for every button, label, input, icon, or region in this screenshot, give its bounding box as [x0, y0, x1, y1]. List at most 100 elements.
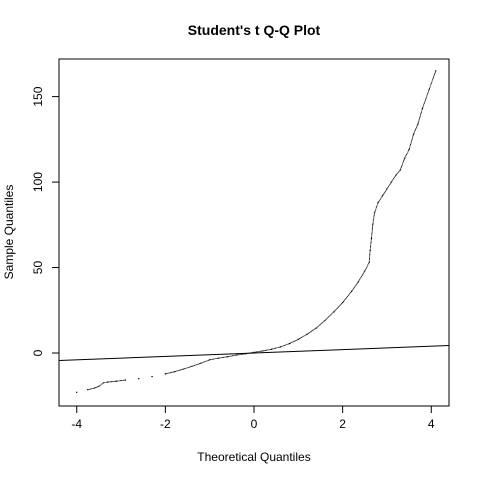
data-point — [373, 214, 375, 217]
data-point — [119, 380, 121, 382]
data-point — [353, 287, 355, 289]
data-point — [334, 310, 336, 312]
data-point — [424, 99, 427, 101]
data-point — [400, 167, 402, 169]
data-point — [231, 355, 234, 357]
data-point — [315, 327, 317, 329]
data-point — [416, 124, 419, 126]
data-point — [413, 132, 415, 134]
data-point — [355, 284, 357, 286]
data-point — [343, 300, 345, 302]
data-point — [233, 354, 235, 357]
data-point — [379, 198, 381, 200]
data-point — [369, 251, 371, 253]
data-point — [368, 261, 370, 264]
data-point — [317, 325, 319, 328]
data-point — [331, 313, 333, 315]
data-point — [414, 129, 417, 131]
x-tick-label: 2 — [339, 417, 346, 431]
y-tick-label: 100 — [31, 172, 45, 192]
data-point — [396, 173, 398, 175]
data-point — [197, 363, 199, 365]
data-point — [373, 213, 375, 215]
x-tick-label: 0 — [251, 417, 258, 431]
data-point — [234, 354, 236, 356]
data-point — [112, 381, 114, 383]
data-point — [104, 382, 106, 384]
y-axis-label: Sample Quantiles — [2, 185, 16, 280]
data-point — [424, 100, 426, 102]
data-point — [412, 133, 415, 135]
data-point — [411, 138, 413, 140]
data-point — [271, 348, 273, 350]
data-point — [243, 353, 245, 355]
data-point — [394, 175, 396, 177]
data-point — [335, 308, 337, 310]
data-point — [401, 165, 403, 168]
data-point — [235, 354, 237, 356]
data-point — [361, 274, 363, 276]
data-point — [168, 372, 170, 374]
data-point — [370, 243, 372, 245]
data-point — [358, 280, 360, 282]
data-point — [205, 360, 207, 362]
data-point — [369, 248, 371, 250]
data-point — [369, 249, 371, 252]
data-point — [412, 136, 414, 138]
data-point — [91, 388, 93, 390]
data-point — [286, 343, 288, 346]
data-point — [309, 331, 312, 333]
data-point — [373, 212, 376, 214]
data-point — [255, 351, 258, 353]
data-point — [295, 339, 297, 341]
data-point — [383, 192, 385, 195]
data-point — [316, 326, 318, 328]
data-point — [357, 281, 359, 283]
data-point — [230, 355, 232, 357]
data-point — [267, 349, 269, 351]
data-point — [102, 382, 105, 384]
x-tick-label: -4 — [71, 417, 82, 431]
data-point — [368, 259, 370, 261]
data-point — [217, 357, 220, 359]
data-point — [173, 371, 175, 373]
data-point — [188, 366, 190, 368]
data-point — [293, 340, 295, 343]
data-point — [306, 333, 308, 335]
data-point — [408, 147, 411, 149]
data-point — [364, 270, 366, 272]
data-point — [244, 353, 246, 355]
data-point — [416, 125, 418, 127]
data-point — [386, 188, 388, 190]
data-point — [318, 325, 320, 327]
data-point — [105, 381, 107, 383]
data-point — [428, 89, 430, 91]
data-point — [384, 191, 386, 193]
data-point — [368, 263, 370, 265]
data-point — [431, 81, 433, 83]
data-point — [117, 380, 119, 382]
data-point — [370, 239, 372, 241]
data-point — [429, 85, 431, 87]
data-point — [180, 369, 182, 371]
data-point — [259, 350, 261, 352]
data-point — [124, 379, 127, 381]
data-point — [311, 330, 313, 332]
data-point — [368, 260, 370, 262]
data-point — [351, 289, 353, 291]
data-point — [236, 354, 239, 356]
data-point — [302, 336, 304, 338]
data-point — [114, 380, 116, 382]
data-point — [370, 241, 372, 244]
data-point — [110, 381, 113, 383]
data-point — [182, 368, 184, 370]
data-point — [221, 357, 223, 359]
data-point — [323, 320, 325, 322]
data-point — [410, 143, 412, 146]
data-point — [138, 377, 140, 380]
data-point — [369, 247, 371, 249]
data-point — [373, 217, 375, 219]
data-point — [371, 226, 374, 228]
data-point — [261, 350, 263, 352]
data-point — [252, 351, 254, 354]
